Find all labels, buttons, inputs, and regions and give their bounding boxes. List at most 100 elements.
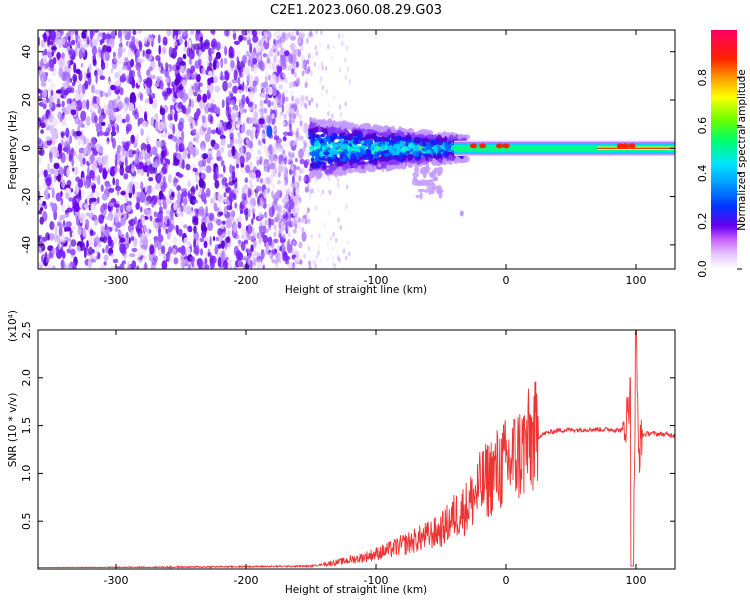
spectrogram-cell — [165, 209, 171, 215]
spectrogram-cell — [94, 30, 99, 33]
spectrogram-cell — [287, 191, 291, 198]
spectrogram-cell — [290, 191, 294, 198]
spectrogram-cell — [118, 230, 123, 236]
spectrogram-cell — [342, 164, 347, 171]
spectrogram-cell — [40, 82, 47, 87]
spectrogram-cell — [421, 147, 427, 152]
spectrogram-cell — [154, 113, 159, 121]
spectrogram-cell — [221, 44, 225, 49]
spectrogram-cell — [279, 253, 283, 260]
spectrogram-cell — [135, 62, 142, 71]
spectrogram-cell — [117, 101, 124, 110]
spectrogram-cell — [94, 191, 100, 197]
spectrogram-cell — [177, 173, 184, 178]
spectrogram-cell — [92, 187, 95, 193]
spectrogram-cell — [283, 113, 287, 120]
spectrogram-cell — [97, 174, 101, 185]
spectrogram-cell — [129, 92, 136, 103]
spectrogram-cell — [321, 165, 327, 170]
spectrogram-cell — [49, 30, 57, 41]
spectrogram-cell — [311, 158, 315, 163]
spectrogram-cell — [266, 246, 269, 255]
spectrogram-cell — [93, 215, 99, 227]
spectrogram-cell — [338, 104, 342, 110]
spectrogram-cell — [391, 164, 396, 169]
spectrogram-cell — [252, 35, 259, 43]
spectrogram-cell — [163, 182, 168, 189]
spectrogram-xtick-label: -100 — [364, 274, 389, 287]
spectrogram-cell — [242, 264, 248, 269]
spectrogram-cell — [115, 221, 122, 228]
spectrogram-cell — [440, 137, 447, 142]
spectrogram-cell — [311, 150, 317, 156]
spectrogram-cell — [327, 44, 330, 50]
spectrogram-cell — [93, 177, 98, 184]
spectrogram-cell — [102, 168, 108, 180]
spectrogram-cell — [307, 65, 311, 72]
spectrogram-cell — [321, 65, 324, 71]
spectrogram-cell — [316, 155, 320, 159]
spectrogram-cell — [56, 236, 60, 244]
spectrogram-cell — [237, 221, 242, 229]
spectrogram-cell — [256, 130, 260, 137]
spectrogram-cell — [251, 189, 255, 197]
spectrogram-cell — [47, 263, 53, 269]
spectrogram-cell — [144, 200, 150, 207]
spectrogram-cell — [295, 158, 298, 163]
spectrogram-cell — [189, 58, 193, 66]
spectrogram-cell — [272, 83, 276, 90]
spectrogram-cell — [308, 260, 311, 267]
spectrogram-cell — [276, 59, 280, 66]
spectrogram-cell — [337, 142, 344, 147]
spectrogram-cell — [337, 224, 341, 230]
spectrogram-cell — [108, 187, 115, 193]
spectrogram-cell — [100, 121, 106, 126]
spectrogram-cell — [412, 171, 420, 178]
spectrogram-cell — [89, 30, 94, 40]
spectrogram-cell — [277, 171, 281, 178]
spectrogram-cell — [51, 202, 58, 213]
spectrogram-cell — [216, 129, 222, 136]
spectrogram-cell — [131, 78, 136, 89]
spectrogram-cell — [70, 101, 77, 110]
spectrogram-cell — [343, 134, 347, 142]
spectrogram-cell — [199, 237, 205, 243]
spectrogram-cell — [194, 174, 200, 182]
spectrogram-cell — [267, 187, 270, 194]
spectrogram-cell — [38, 156, 42, 165]
spectrogram-cell — [284, 141, 288, 148]
spectrogram-cell — [169, 223, 174, 231]
spectrogram-xtick-label: -200 — [234, 274, 259, 287]
spectrogram-cell — [66, 207, 72, 213]
spectrogram-cell — [46, 30, 50, 38]
spectrogram-cell — [146, 143, 151, 154]
spectrogram-cell — [190, 43, 196, 54]
spectrogram-cell — [185, 107, 189, 118]
spectrogram-cell — [119, 237, 126, 243]
spectrogram-cell — [219, 234, 225, 239]
spectrogram-cell — [323, 145, 330, 149]
spectrogram-cell — [218, 173, 224, 178]
spectrogram-cell — [93, 59, 97, 67]
spectrogram-cell — [395, 135, 401, 143]
spectrogram-cell — [352, 140, 359, 145]
spectrogram-cell — [121, 118, 126, 124]
snr-ytick-label: 1.5 — [20, 417, 33, 435]
spectrogram-cell — [318, 232, 321, 238]
spectrogram-cell — [388, 149, 396, 153]
spectrogram-cell — [184, 40, 188, 48]
spectrogram-cell — [44, 204, 48, 210]
spectrogram-cell — [240, 163, 245, 168]
spectrogram-cell — [181, 161, 185, 170]
spectrogram-cell — [502, 143, 510, 149]
spectrogram-cell — [283, 171, 287, 178]
spectrogram-cell — [197, 89, 202, 94]
spectrogram-cell — [138, 40, 142, 48]
spectrogram-cell — [285, 103, 289, 110]
spectrogram-cell — [91, 161, 98, 172]
spectrogram-cell — [113, 236, 117, 245]
spectrogram-cell — [208, 53, 213, 63]
spectrogram-cell — [97, 69, 103, 76]
spectrogram-cell — [205, 188, 211, 198]
spectrogram-cell — [38, 173, 41, 178]
